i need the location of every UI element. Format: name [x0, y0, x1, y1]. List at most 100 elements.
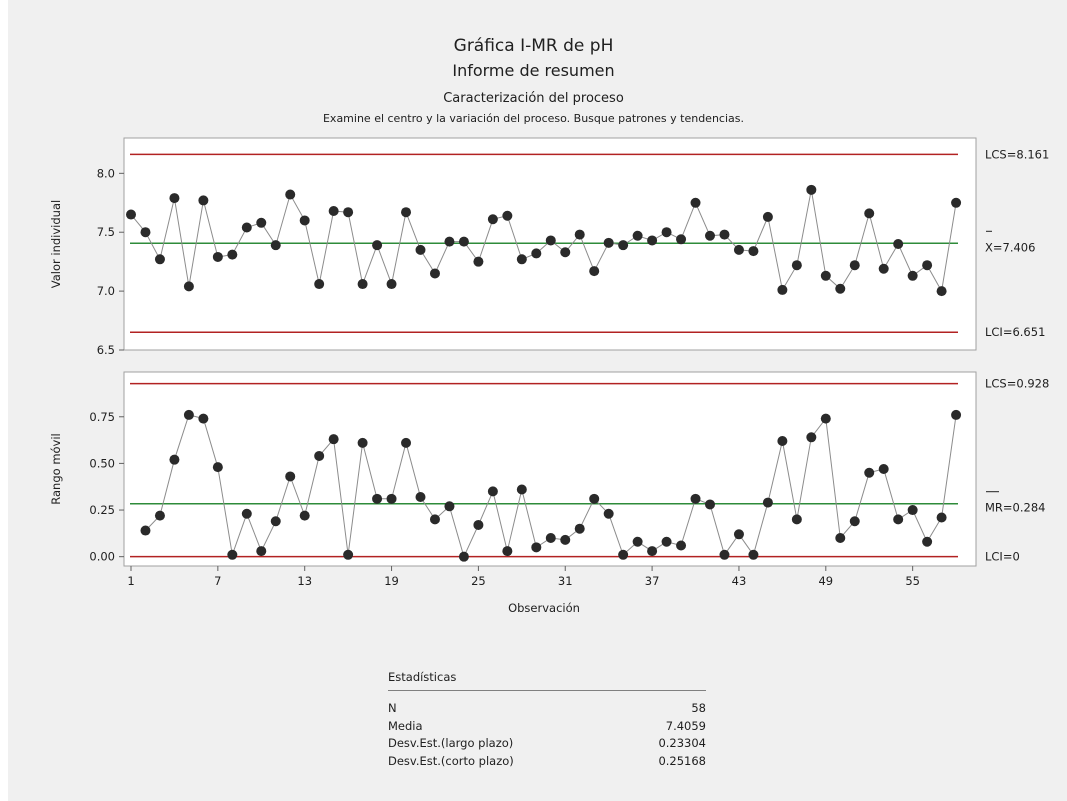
moving-range-lcl-label: LCI=0 [985, 550, 1020, 564]
moving-range-data-point [893, 514, 904, 525]
moving-range-data-point [791, 514, 802, 525]
x-axis-label: Observación [508, 601, 580, 615]
individual-data-point [762, 211, 773, 222]
report-subtitle: Informe de resumen [452, 61, 615, 80]
moving-range-data-point [661, 536, 672, 547]
individual-data-point [140, 227, 151, 238]
moving-range-data-point [140, 525, 151, 536]
stats-value: 0.25168 [658, 753, 706, 768]
moving-range-data-point [183, 409, 194, 420]
stats-value: 7.4059 [665, 718, 706, 733]
moving-range-data-point [241, 508, 252, 519]
individual-data-point [458, 236, 469, 247]
moving-range-data-point [328, 434, 339, 445]
individual-data-point [357, 279, 368, 290]
individual-data-point [314, 279, 325, 290]
individual-data-point [285, 189, 296, 200]
moving-range-center-label: MR=0.284 [985, 501, 1045, 515]
moving-range-data-point [212, 462, 223, 473]
stats-row: Media 7.4059 [388, 719, 706, 737]
individual-data-point [299, 215, 310, 226]
moving-range-data-point [473, 519, 484, 530]
moving-range-data-point [603, 508, 614, 519]
individual-data-point [169, 193, 180, 204]
individual-data-point [676, 234, 687, 245]
stats-row: Desv.Est.(largo plazo) 0.23304 [388, 736, 706, 754]
moving-range-data-point [169, 454, 180, 465]
individual-data-point [589, 266, 600, 277]
report-title: Gráfica I-MR de pH [453, 36, 614, 56]
moving-range-data-point [748, 549, 759, 560]
moving-range-data-point [227, 549, 238, 560]
individual-series-line [130, 189, 957, 293]
individual-data-point [907, 270, 918, 281]
individual-ucl-label: LCS=8.161 [985, 147, 1049, 161]
moving-range-data-point [415, 491, 426, 502]
individual-data-point [893, 239, 904, 249]
individual-ylabel: Valor individual [49, 200, 63, 288]
moving-range-data-point [589, 493, 600, 504]
stats-value: 58 [691, 701, 706, 715]
individual-ytick-label: 6.5 [97, 343, 115, 357]
moving-range-ytick-label: 0.25 [89, 503, 115, 517]
individual-data-point [777, 284, 788, 295]
individual-data-point [444, 236, 455, 247]
individual-data-point [545, 235, 556, 246]
moving-range-data-point [733, 529, 744, 540]
moving-range-data-point [198, 413, 209, 424]
moving-range-data-point [429, 514, 440, 525]
x-tick-label: 49 [818, 574, 833, 588]
moving-range-data-point [676, 540, 687, 551]
individual-lcl-label: LCI=6.651 [985, 325, 1045, 339]
moving-range-ytick-label: 0.00 [89, 550, 115, 564]
moving-range-data-point [372, 493, 383, 504]
individual-data-point [661, 227, 672, 238]
individual-data-point [256, 217, 267, 228]
moving-range-data-point [444, 501, 455, 512]
moving-range-data-point [762, 497, 773, 508]
stats-table: Estadísticas N 58 Media 7.4059 Desv.Est.(lar… [388, 670, 706, 771]
moving-range-data-point [849, 516, 860, 527]
individual-data-point [647, 235, 658, 246]
individual-data-point [386, 279, 397, 290]
moving-range-data-point [560, 534, 571, 545]
moving-range-data-point [777, 436, 788, 447]
moving-range-data-point [458, 551, 469, 562]
individual-data-point [632, 230, 643, 241]
individual-data-point [690, 197, 701, 208]
individual-data-point [791, 260, 802, 271]
stats-row: Desv.Est.(corto plazo) 0.25168 [388, 754, 706, 772]
individual-ytick-label: 7.0 [97, 284, 115, 298]
individual-ytick-label: 7.5 [97, 225, 115, 239]
individual-ytick-label: 8.0 [97, 166, 115, 180]
moving-range-data-point [285, 471, 296, 482]
moving-range-data-point [357, 437, 368, 448]
individual-data-point [806, 184, 817, 195]
individual-data-point [705, 230, 715, 241]
individual-data-point [343, 207, 354, 218]
individual-data-point [154, 254, 165, 265]
stats-rows: N 58 Media 7.4059 Desv.Est.(largo plazo) 0.23… [388, 701, 706, 771]
individual-data-point [878, 263, 889, 274]
moving-range-ucl-label: LCS=0.928 [985, 377, 1049, 391]
x-tick-label: 43 [732, 574, 747, 588]
individual-data-point [198, 195, 209, 206]
individual-data-point [936, 286, 947, 297]
section-instruction: Examine el centro y la variación del pro… [322, 112, 744, 125]
individual-data-point [487, 214, 498, 225]
individual-data-point [574, 229, 585, 240]
stats-row: N 58 [388, 701, 706, 719]
stats-label: Desv.Est.(largo plazo) [388, 736, 514, 750]
individual-data-point [183, 281, 194, 292]
individual-data-point [618, 240, 629, 251]
moving-range-data-point [878, 464, 889, 474]
x-tick-label: 1 [127, 574, 134, 588]
moving-range-data-point [705, 499, 715, 510]
individual-data-point [473, 256, 484, 267]
moving-range-data-point [516, 484, 527, 495]
individual-data-point [227, 249, 238, 260]
individual-data-point [516, 254, 527, 265]
x-tick-label: 19 [384, 574, 399, 588]
moving-range-data-point [632, 536, 643, 547]
individual-data-point [429, 268, 440, 279]
